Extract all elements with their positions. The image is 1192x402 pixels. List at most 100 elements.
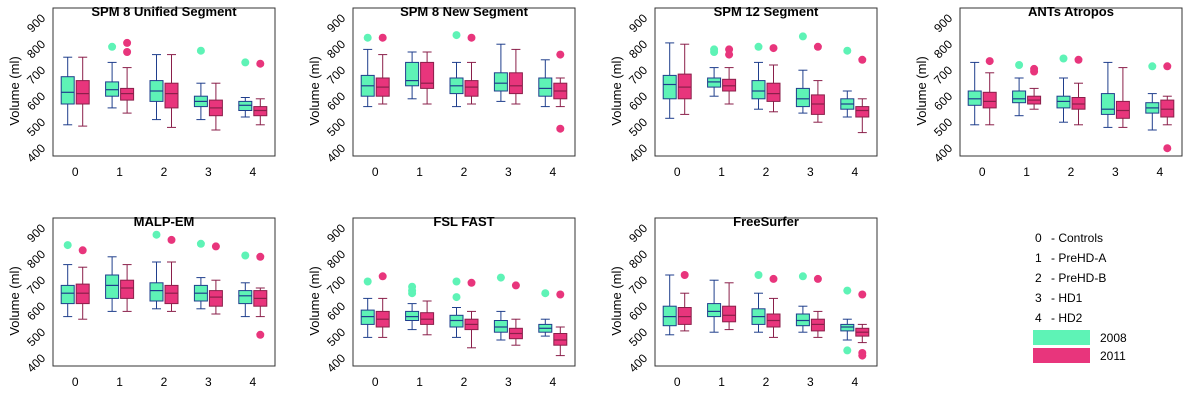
x-tick-label: 0	[372, 165, 379, 179]
outlier-point	[167, 235, 176, 244]
y-tick-label: 900	[324, 221, 348, 245]
y-tick-label: 500	[931, 115, 955, 139]
y-tick-label: 600	[626, 89, 650, 113]
y-axis-label: Volume (ml)	[7, 56, 22, 125]
box-2011	[553, 333, 568, 346]
x-tick-label: 4	[549, 375, 556, 389]
y-tick-label: 900	[24, 11, 48, 35]
box-2011	[722, 78, 737, 92]
x-tick-label: 3	[505, 165, 512, 179]
x-tick-label: 0	[72, 375, 79, 389]
y-tick-label: 400	[931, 141, 955, 165]
box-2011	[1071, 97, 1086, 110]
chart-title: MALP-EM	[134, 214, 195, 229]
y-tick-label: 800	[24, 247, 48, 271]
box-2008	[449, 314, 464, 328]
legend-group-label: - PreHD-B	[1051, 271, 1106, 285]
box-2008	[1012, 90, 1027, 104]
plot-frame	[352, 7, 576, 157]
outlier-point	[123, 48, 132, 56]
box-2008	[238, 100, 253, 112]
legend-year-label: 2008	[1100, 331, 1127, 345]
outlier-point	[256, 330, 265, 339]
box-2008	[105, 274, 120, 299]
box-2008	[538, 77, 553, 97]
y-tick-label: 500	[626, 115, 650, 139]
outlier-point	[769, 44, 778, 53]
outlier-point	[858, 290, 867, 299]
x-tick-label: 4	[851, 165, 858, 179]
y-tick-label: 500	[24, 325, 48, 349]
x-tick-label: 4	[249, 165, 256, 179]
y-tick-label: 700	[626, 63, 650, 87]
box-2008	[493, 72, 508, 92]
x-tick-label: 2	[461, 165, 468, 179]
outlier-point	[378, 33, 387, 42]
chart-title: ANTs Atropos	[1028, 4, 1114, 19]
y-tick-label: 400	[626, 141, 650, 165]
box-2011	[810, 94, 825, 115]
x-tick-label: 2	[763, 375, 770, 389]
x-tick-label: 2	[461, 375, 468, 389]
box-2008	[662, 74, 677, 100]
box-2008	[795, 87, 810, 108]
outlier-point	[710, 48, 719, 56]
outlier-point	[241, 58, 250, 67]
chart-title: SPM 8 Unified Segment	[91, 4, 237, 19]
chart-title: FreeSurfer	[733, 214, 799, 229]
x-tick-label: 3	[807, 375, 814, 389]
y-tick-label: 400	[324, 351, 348, 375]
box-2011	[164, 284, 179, 305]
outlier-point	[754, 271, 763, 279]
outlier-point	[1148, 62, 1157, 71]
outlier-point	[754, 42, 763, 51]
outlier-point	[843, 46, 852, 55]
box-2008	[1100, 93, 1115, 115]
y-tick-label: 800	[626, 37, 650, 61]
legend-group-code: 2	[1035, 271, 1042, 285]
box-2008	[105, 81, 120, 97]
legend-swatch-2011	[1033, 348, 1090, 363]
y-tick-label: 400	[24, 351, 48, 375]
outlier-point	[211, 242, 220, 251]
outlier-point	[452, 277, 461, 286]
legend-group-label: - HD1	[1051, 291, 1083, 305]
box-2008	[795, 313, 810, 327]
x-tick-label: 3	[505, 375, 512, 389]
box-2008	[707, 77, 722, 88]
outlier-point	[858, 351, 867, 360]
y-tick-label: 800	[626, 247, 650, 271]
box-2011	[420, 61, 435, 89]
outlier-point	[985, 57, 994, 66]
x-tick-label: 1	[116, 375, 123, 389]
y-tick-label: 600	[24, 89, 48, 113]
box-2008	[493, 320, 508, 333]
outlier-point	[467, 278, 476, 287]
box-2011	[75, 80, 90, 105]
x-tick-label: 1	[416, 165, 423, 179]
outlier-point	[725, 50, 734, 59]
chart-title: SPM 12 Segment	[714, 4, 819, 19]
chart-title: FSL FAST	[433, 214, 494, 229]
box-2011	[1160, 99, 1175, 118]
y-tick-label: 700	[24, 63, 48, 87]
legend-group-code: 1	[1035, 251, 1042, 265]
outlier-point	[196, 46, 205, 55]
y-tick-label: 900	[24, 221, 48, 245]
y-axis-label: Volume (ml)	[609, 56, 624, 125]
x-tick-label: 1	[718, 375, 725, 389]
chart-panel: ANTs Atropos Volume (ml) 40050060070080090…	[914, 4, 1183, 179]
box-2008	[238, 290, 253, 305]
x-tick-label: 2	[1068, 165, 1075, 179]
outlier-point	[680, 271, 689, 279]
y-tick-label: 400	[626, 351, 650, 375]
outlier-point	[1074, 55, 1083, 64]
y-tick-label: 900	[626, 11, 650, 35]
outlier-point	[452, 293, 461, 302]
chart-panel: SPM 8 New Segment Volume (ml) 400500600700…	[307, 4, 576, 179]
y-tick-label: 800	[24, 37, 48, 61]
box-2011	[420, 312, 435, 325]
box-2008	[60, 76, 75, 105]
box-2011	[677, 307, 692, 325]
